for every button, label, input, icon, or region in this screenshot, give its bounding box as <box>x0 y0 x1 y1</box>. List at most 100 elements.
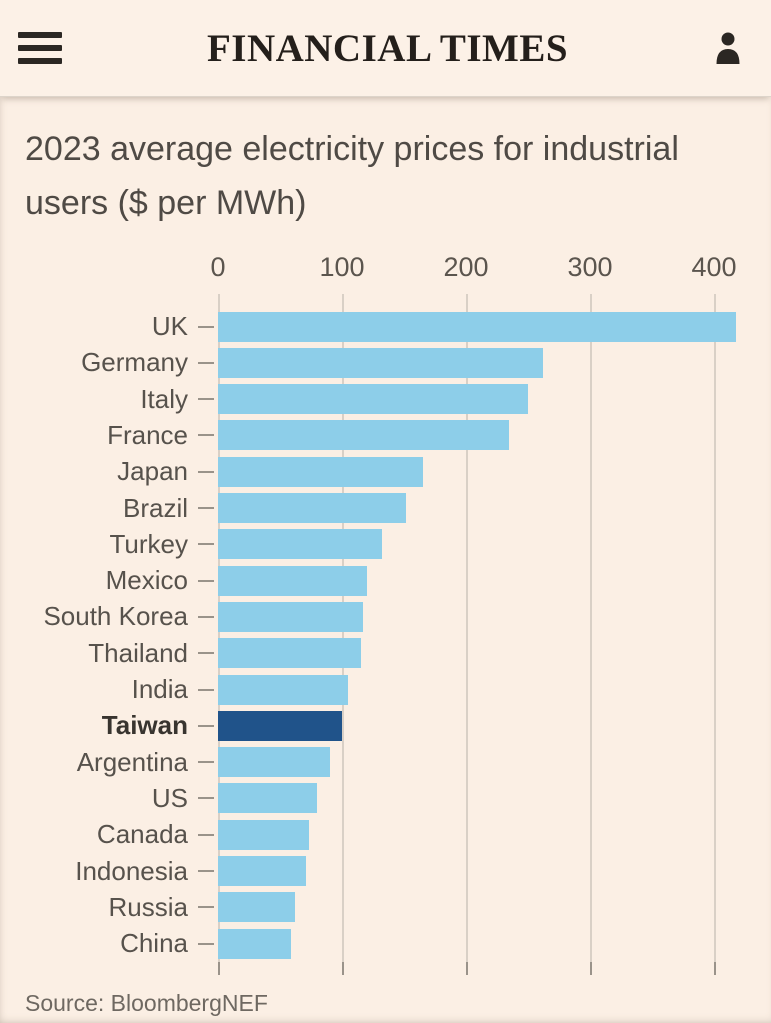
y-axis-tick <box>198 325 214 328</box>
axis-tick-label: 100 <box>319 252 365 283</box>
bar-track <box>218 311 771 342</box>
country-label: South Korea <box>43 601 188 632</box>
country-label: UK <box>151 311 188 342</box>
y-axis-tick <box>198 579 214 582</box>
bar-japan <box>218 456 423 487</box>
chart-row: Turkey <box>0 526 771 562</box>
chart-row: Argentina <box>0 744 771 780</box>
bar-china <box>218 928 291 959</box>
chart-row: Brazil <box>0 490 771 526</box>
hamburger-bar <box>18 58 62 64</box>
y-axis-tick <box>198 833 214 836</box>
country-label: Japan <box>117 456 188 487</box>
axis-bottom-tick <box>590 961 592 975</box>
bar-track <box>218 347 771 378</box>
country-label: Taiwan <box>101 710 188 741</box>
bar-italy <box>218 384 528 415</box>
y-axis-tick <box>198 398 214 401</box>
chart-row: Italy <box>0 381 771 417</box>
chart-row: UK <box>0 308 771 344</box>
bar-brazil <box>218 493 406 524</box>
country-label: Germany <box>81 347 188 378</box>
country-label: Mexico <box>105 565 188 596</box>
gridline <box>590 294 592 962</box>
bar-track <box>218 384 771 415</box>
bar-argentina <box>218 747 330 778</box>
plot-area: UK Germany Italy France Japan Brazil Turkey Mex… <box>0 294 771 975</box>
country-label: Indonesia <box>75 855 188 886</box>
chart-row: Russia <box>0 889 771 925</box>
y-axis-tick <box>198 688 214 691</box>
user-icon <box>716 32 740 64</box>
bar-track <box>218 638 771 669</box>
axis-bottom-tick <box>218 961 220 975</box>
country-label: India <box>131 674 188 705</box>
chart-row: Japan <box>0 454 771 490</box>
y-axis-tick <box>198 870 214 873</box>
y-axis-tick <box>198 543 214 546</box>
country-label: US <box>151 782 188 813</box>
bar-indonesia <box>218 856 306 887</box>
country-label: Thailand <box>88 637 188 668</box>
y-axis-tick <box>198 507 214 510</box>
chart-row: Mexico <box>0 563 771 599</box>
bar-india <box>218 674 348 705</box>
bar-track <box>218 928 771 959</box>
axis-tick-label: 200 <box>443 252 489 283</box>
country-label: Canada <box>96 819 188 850</box>
axis-tick-label: 0 <box>210 252 226 283</box>
hamburger-bar <box>18 45 62 51</box>
bar-track <box>218 456 771 487</box>
bar-uk <box>218 311 736 342</box>
gridline <box>466 294 468 962</box>
bar-track <box>218 493 771 524</box>
bar-track <box>218 819 771 850</box>
bar-turkey <box>218 529 382 560</box>
axis-bottom-ticks <box>218 961 771 976</box>
account-button[interactable] <box>711 28 745 68</box>
bar-thailand <box>218 638 361 669</box>
y-axis-tick <box>198 761 214 764</box>
bar-track <box>218 420 771 451</box>
bar-us <box>218 783 317 814</box>
axis-bottom-tick <box>714 961 716 975</box>
bar-canada <box>218 819 309 850</box>
hamburger-bar <box>18 32 62 38</box>
axis-tick-label: 400 <box>691 252 737 283</box>
chart-row: South Korea <box>0 599 771 635</box>
bar-chart: 0 100 200 300 400 UK Germany Italy France Japan B… <box>0 252 771 975</box>
bar-track <box>218 783 771 814</box>
axis-bottom-tick <box>342 961 344 975</box>
chart-row: Indonesia <box>0 853 771 889</box>
bar-track <box>218 601 771 632</box>
y-axis-tick <box>198 724 214 727</box>
axis-bottom-tick <box>466 961 468 975</box>
bar-track <box>218 674 771 705</box>
y-axis-tick <box>198 942 214 945</box>
masthead-title[interactable]: FINANCIAL TIMES <box>206 26 569 70</box>
chart-row: France <box>0 417 771 453</box>
hamburger-menu-icon[interactable] <box>18 32 64 64</box>
chart-row: Canada <box>0 817 771 853</box>
bar-germany <box>218 347 543 378</box>
bar-south-korea <box>218 601 363 632</box>
chart-title: 2023 average electricity prices for indu… <box>25 130 679 222</box>
bar-track <box>218 747 771 778</box>
country-label: Brazil <box>122 492 188 523</box>
y-axis-tick <box>198 434 214 437</box>
bar-track <box>218 892 771 923</box>
chart-row: India <box>0 671 771 707</box>
bar-track <box>218 856 771 887</box>
y-axis-tick <box>198 470 214 473</box>
country-label: Russia <box>108 891 188 922</box>
y-axis-tick <box>198 361 214 364</box>
bar-mexico <box>218 565 367 596</box>
gridline <box>714 294 716 962</box>
chart-rows: UK Germany Italy France Japan Brazil Turkey Mex… <box>0 308 771 961</box>
chart-row: China <box>0 925 771 961</box>
y-axis-tick <box>198 797 214 800</box>
source-label: Source: BloombergNEF <box>25 990 268 1016</box>
y-axis-tick <box>198 652 214 655</box>
bar-track <box>218 565 771 596</box>
chart-row: Germany <box>0 345 771 381</box>
